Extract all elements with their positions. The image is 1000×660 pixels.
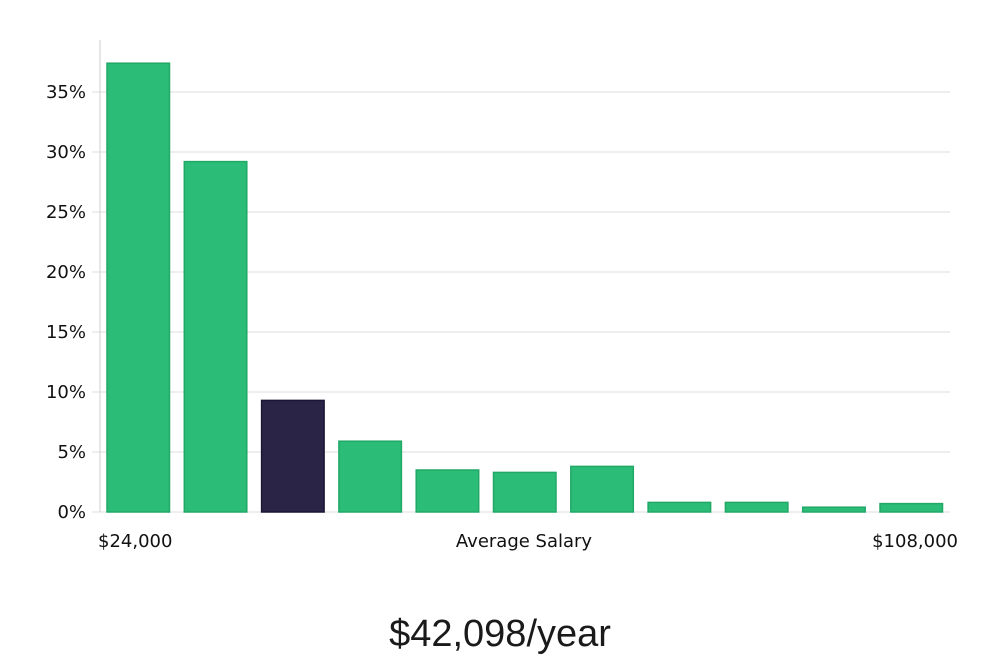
average-salary-value: $42,098/year — [389, 613, 611, 655]
y-tick-label: 30% — [46, 142, 86, 163]
bar — [647, 501, 712, 513]
y-tick-label: 0% — [57, 502, 86, 523]
bar — [106, 62, 171, 513]
y-tick-labels: 0% 5% 10% 15% 20% 25% 30% 35% — [46, 82, 86, 523]
bar — [492, 471, 557, 513]
y-tick-label: 20% — [46, 262, 86, 283]
bar — [570, 465, 635, 513]
y-tick-label: 10% — [46, 382, 86, 403]
x-end-label: $108,000 — [872, 531, 958, 552]
bar — [415, 469, 480, 513]
x-axis-label: Average Salary — [456, 531, 593, 552]
x-start-label: $24,000 — [98, 531, 172, 552]
bars — [106, 62, 944, 513]
y-tick-label: 35% — [46, 82, 86, 103]
y-tick-label: 5% — [57, 442, 86, 463]
y-tick-label: 25% — [46, 202, 86, 223]
bar — [183, 160, 248, 513]
bar — [879, 502, 944, 513]
y-tick-label: 15% — [46, 322, 86, 343]
bar — [724, 501, 789, 513]
highlighted-bar — [260, 399, 325, 513]
bar — [801, 506, 866, 513]
salary-distribution-chart: 0% 5% 10% 15% 20% 25% 30% 35% $24,000 Average S… — [46, 40, 958, 552]
bar — [338, 440, 403, 513]
